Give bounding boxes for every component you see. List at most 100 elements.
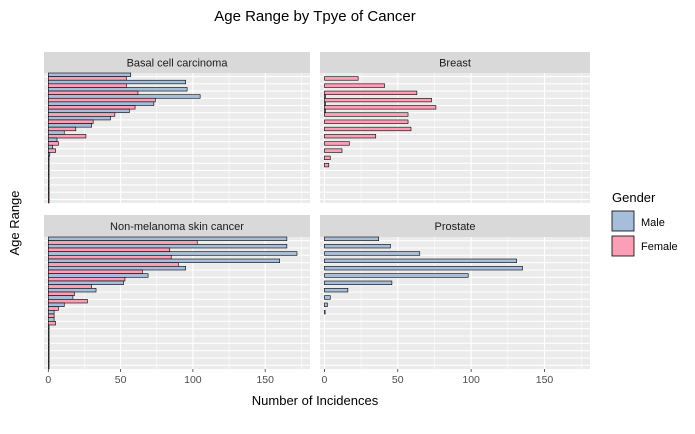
bar-male (324, 101, 326, 106)
bar-male (48, 339, 50, 344)
bar-male (48, 152, 51, 157)
bar-female (324, 76, 359, 81)
x-tick-label: 50 (392, 374, 404, 386)
bar-female (48, 90, 139, 95)
bar-female (324, 105, 437, 110)
bar-male (324, 94, 326, 99)
bar-male (48, 123, 93, 128)
bar-male (324, 280, 393, 285)
x-tick-label: 0 (321, 374, 327, 386)
bar-female (48, 76, 127, 81)
bar-male (48, 288, 97, 293)
bar-female (48, 141, 59, 146)
bar-male (324, 273, 469, 278)
x-tick-label: 150 (536, 374, 554, 386)
bar-female (324, 148, 343, 153)
bar-male (48, 94, 201, 99)
bar-male (48, 310, 55, 315)
bar-male (324, 302, 328, 307)
bar-female (324, 134, 377, 139)
legend-key-female (611, 235, 635, 257)
bar-male (48, 101, 155, 106)
bar-female (324, 126, 412, 132)
bar-male (48, 159, 50, 164)
bar-male (48, 236, 288, 241)
bar-male (48, 346, 50, 351)
bar-male (48, 324, 50, 329)
bar-female (324, 119, 409, 124)
x-tick-label: 50 (115, 374, 127, 386)
bar-male (48, 173, 50, 179)
bar-male (324, 288, 349, 293)
bar-female (48, 357, 50, 362)
bar-female (324, 155, 331, 160)
bar-female (48, 321, 56, 326)
bar-female (48, 313, 55, 318)
bar-female (48, 335, 50, 340)
legend-key-male (611, 210, 635, 232)
bar-male (48, 361, 50, 366)
bar-male (48, 280, 124, 285)
bar-female (48, 299, 88, 304)
bar-female (48, 240, 198, 245)
bar-female (48, 162, 50, 168)
bar-female (48, 105, 136, 110)
facet-strip-label: Basal cell carcinoma (127, 58, 229, 70)
bar-male (48, 79, 186, 85)
x-axis-label: Number of Incidences (252, 393, 379, 408)
bar-male (48, 266, 186, 271)
bar-male (48, 116, 111, 121)
panel-prostate: Prostate 0 50 100 150 (320, 215, 590, 386)
bar-male (48, 188, 50, 193)
bar-female (48, 306, 59, 311)
bar-female (48, 291, 75, 296)
bar-male (324, 244, 391, 249)
bar-male (48, 302, 65, 307)
bar-male (48, 108, 130, 114)
bar-female (48, 277, 126, 282)
bar-male (48, 144, 53, 150)
bar-female (48, 155, 50, 160)
bar-male (48, 87, 188, 92)
bar-female (324, 162, 330, 168)
bar-female (48, 170, 50, 175)
bar-female (48, 148, 56, 153)
bar-female (48, 247, 171, 252)
bar-male (48, 244, 288, 249)
facet-strip (320, 215, 590, 237)
bar-female (324, 83, 385, 88)
bar-male (324, 251, 421, 256)
bar-male (48, 166, 50, 171)
bar-male (48, 130, 65, 135)
panel-background (320, 237, 590, 369)
bar-female (48, 365, 50, 370)
legend-label-male: Male (641, 217, 665, 229)
bar-female (324, 90, 418, 95)
facet-strip-label: Non-melanoma skin cancer (110, 221, 244, 233)
bar-male (48, 295, 74, 300)
bar-female (48, 126, 77, 132)
bar-female (48, 83, 127, 88)
facet-strip (44, 215, 310, 237)
bar-female (48, 199, 50, 204)
panel-non-melanoma-skin-cancer: Non-melanoma skin cancer 0 50 100 150 (44, 215, 310, 386)
panel-breast: Breast (320, 52, 590, 203)
bar-male (48, 195, 50, 200)
legend-title: Gender (612, 190, 656, 205)
bar-male (48, 317, 55, 322)
bar-male (48, 251, 298, 256)
bar-male (324, 295, 331, 300)
bar-male (324, 310, 326, 315)
bar-female (48, 97, 156, 103)
facet-strip (320, 52, 590, 73)
x-tick-label: 100 (462, 374, 480, 386)
bar-female (324, 141, 350, 146)
bar-male (324, 108, 326, 114)
bar-male (324, 266, 523, 271)
x-tick-label: 100 (184, 374, 202, 386)
bar-male (48, 72, 132, 77)
bar-male (48, 354, 50, 359)
facet-strip-label: Breast (439, 58, 471, 70)
bar-female (48, 262, 179, 267)
